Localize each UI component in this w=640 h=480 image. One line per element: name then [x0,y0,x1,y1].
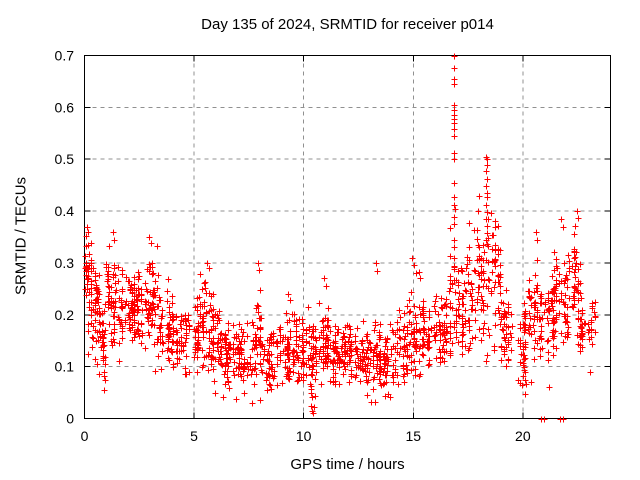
x-axis-label: GPS time / hours [290,456,405,473]
x-tick-label: 20 [515,428,531,444]
y-tick-label: 0.4 [55,203,75,219]
scatter-points [82,53,599,423]
y-tick-label: 0.7 [55,48,75,64]
y-tick-label: 0 [66,411,74,427]
y-tick-label: 0.6 [55,99,75,115]
x-tick-label: 15 [405,428,421,444]
x-tick-label: 10 [296,428,312,444]
y-tick-label: 0.2 [55,307,75,323]
x-tick-label: 0 [81,428,89,444]
y-tick-label: 0.1 [55,359,75,375]
chart-title: Day 135 of 2024, SRMTID for receiver p01… [201,16,494,33]
x-tick-label: 5 [190,428,198,444]
y-tick-label: 0.5 [55,151,75,167]
y-tick-label: 0.3 [55,255,75,271]
